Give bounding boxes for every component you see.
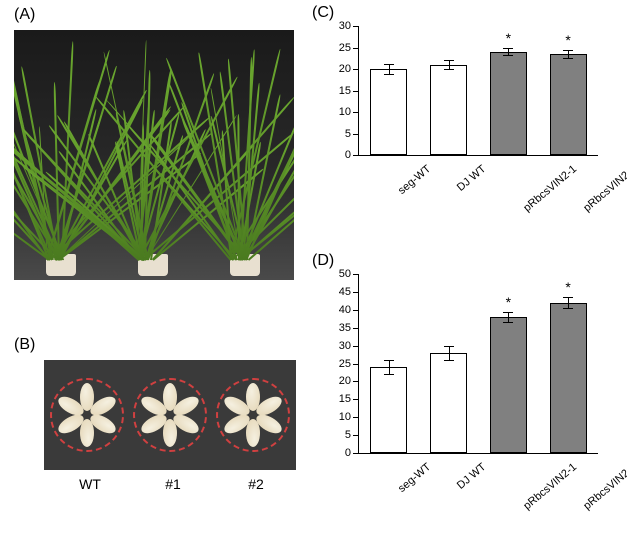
ytick-label: 30 [339,340,351,352]
ytick-label: 40 [339,304,351,316]
error-cap-icon [444,60,454,61]
plant-photo: WT #1 #2 [14,30,294,280]
error-cap-icon [503,48,513,49]
ytick-icon [353,91,359,92]
ytick-icon [353,453,359,454]
ytick-label: 20 [339,63,351,75]
error-bar-icon [568,50,569,59]
error-bar-icon [508,312,509,323]
significance-marker: * [565,32,570,48]
bar [550,303,587,453]
error-cap-icon [384,374,394,375]
ytick-label: 10 [339,106,351,118]
error-cap-icon [503,322,513,323]
significance-marker: * [506,294,511,310]
chart-c-area: 051015202530seg-WTDJ WT*pRbcsVIN2-1*pRbc… [358,26,598,156]
ytick-icon [353,310,359,311]
seed-label: #1 [133,476,213,492]
error-bar-icon [389,64,390,74]
ytick-icon [353,328,359,329]
xlabel: seg-WT [396,163,433,197]
ytick-icon [353,399,359,400]
error-cap-icon [384,360,394,361]
ytick-icon [353,381,359,382]
plant-2 [200,50,290,280]
ytick-icon [353,69,359,70]
ytick-label: 15 [339,85,351,97]
xlabel: pRbcsVIN2-2 [581,461,627,512]
xlabel: DJ WT [454,461,487,492]
seed-label: #2 [216,476,296,492]
ytick-icon [353,48,359,49]
significance-marker: * [565,279,570,295]
bar [370,367,407,453]
error-cap-icon [384,74,394,75]
xlabel: seg-WT [396,461,433,495]
ytick-icon [353,346,359,347]
ytick-label: 0 [345,149,351,161]
bar [430,353,467,453]
ytick-icon [353,364,359,365]
ytick-label: 30 [339,20,351,32]
bar [430,65,467,155]
ytick-icon [353,155,359,156]
seed-label: WT [50,476,130,492]
error-bar-icon [389,360,390,374]
error-cap-icon [563,50,573,51]
seed-group-1 [133,378,207,452]
ytick-label: 25 [339,42,351,54]
panel-a-label: (A) [14,6,35,24]
ytick-label: 5 [345,429,351,441]
ytick-icon [353,417,359,418]
panel-a: (A) WT #1 #2 [14,6,294,296]
seed-group-2 [216,378,290,452]
panel-b: (B) WT #1 #2 [14,336,294,496]
xlabel: pRbcsVIN2-1 [522,163,580,214]
error-cap-icon [444,69,454,70]
ytick-icon [353,26,359,27]
error-bar-icon [508,48,509,55]
ytick-label: 5 [345,128,351,140]
ytick-icon [353,134,359,135]
panel-d-label: (D) [312,252,334,270]
bar [550,54,587,155]
panel-b-label: (B) [14,336,35,354]
ytick-label: 35 [339,322,351,334]
error-cap-icon [503,312,513,313]
panel-c-label: (C) [312,4,334,22]
bar [370,69,407,155]
seed-photo: WT #1 #2 [44,360,296,470]
chart-d-area: 05101520253035404550seg-WTDJ WT*pRbcsVIN… [358,274,598,454]
xlabel: pRbcsVIN2-2 [581,163,627,214]
ytick-label: 25 [339,358,351,370]
ytick-icon [353,112,359,113]
error-bar-icon [449,60,450,69]
error-cap-icon [563,297,573,298]
ytick-icon [353,292,359,293]
panel-d: (D) 05101520253035404550seg-WTDJ WT*pRbc… [322,252,622,532]
seed-group-wt [50,378,124,452]
significance-marker: * [506,30,511,46]
bar [490,317,527,453]
error-cap-icon [384,64,394,65]
error-cap-icon [503,55,513,56]
ytick-label: 50 [339,268,351,280]
panel-c: (C) 051015202530seg-WTDJ WT*pRbcsVIN2-1*… [322,4,622,234]
xlabel: DJ WT [454,163,487,194]
bar [490,52,527,155]
error-cap-icon [563,58,573,59]
ytick-icon [353,435,359,436]
error-cap-icon [563,308,573,309]
ytick-icon [353,274,359,275]
error-cap-icon [444,360,454,361]
error-bar-icon [449,346,450,360]
ytick-label: 20 [339,375,351,387]
ytick-label: 15 [339,393,351,405]
ytick-label: 45 [339,286,351,298]
error-cap-icon [444,346,454,347]
error-bar-icon [568,297,569,308]
ytick-label: 10 [339,411,351,423]
xlabel: pRbcsVIN2-1 [522,461,580,512]
ytick-label: 0 [345,447,351,459]
